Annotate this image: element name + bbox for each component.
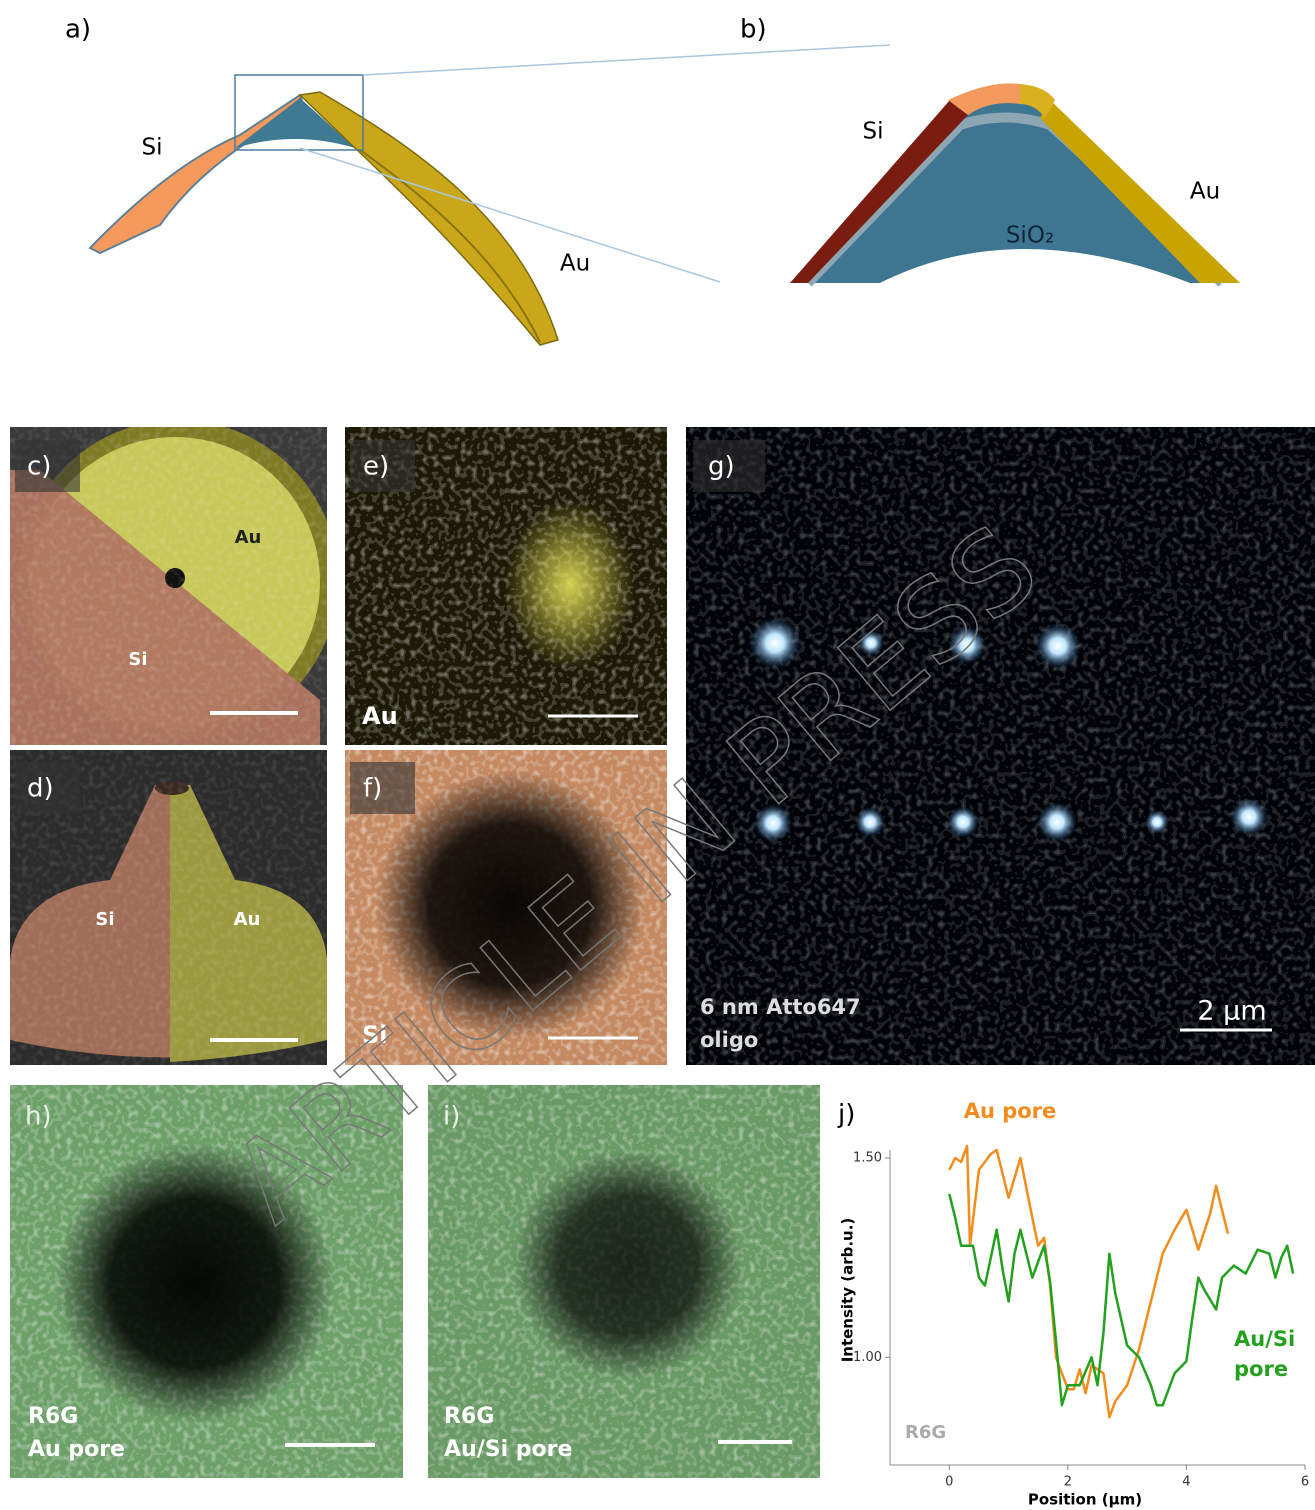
page: a) Si Au b) Si Au SiO₂ c) Au Si d) Si Au…	[0, 0, 1315, 1510]
y-axis-label: Intensity (arb.u.)	[839, 1218, 857, 1363]
spot	[1145, 810, 1169, 834]
label-bg	[350, 762, 415, 814]
legend-label: Au pore	[964, 1099, 1057, 1123]
label: Au	[362, 702, 398, 730]
x-tick-label: 2	[1064, 1475, 1072, 1490]
x-axis-label: Position (µm)	[1028, 1491, 1142, 1509]
panel-label: h)	[25, 1102, 52, 1132]
scale-label: 2 µm	[1197, 996, 1266, 1027]
label: Au	[235, 527, 262, 548]
x-tick-label: 0	[945, 1475, 953, 1490]
pore-shadow	[513, 1150, 743, 1380]
figure: a) Si Au b) Si Au SiO₂ c) Au Si d) Si Au…	[0, 0, 1315, 1510]
panel-label: j)	[837, 1100, 855, 1130]
label: Au	[560, 251, 590, 277]
spot	[1037, 802, 1077, 842]
x-tick-label: 4	[1182, 1475, 1190, 1490]
label: Si	[863, 119, 884, 145]
spot	[855, 807, 885, 837]
caption: R6G	[28, 1404, 78, 1429]
panel-label: b)	[740, 15, 767, 45]
label: SiO₂	[1006, 223, 1054, 249]
y-tick-label: 1.00	[853, 1350, 882, 1365]
label: Si	[95, 909, 114, 930]
spot	[1035, 623, 1081, 669]
caption: 6 nm Atto647	[700, 995, 861, 1019]
label: Au	[234, 909, 261, 930]
panel-label: g)	[708, 452, 735, 482]
label: Au	[1190, 179, 1220, 205]
caption: oligo	[700, 1028, 758, 1052]
si-layer	[90, 95, 305, 253]
zoom-line	[363, 45, 890, 75]
label: Si	[128, 649, 147, 670]
panel-label: e)	[363, 452, 389, 482]
panel-label: c)	[27, 452, 51, 482]
y-tick-label: 1.50	[853, 1150, 882, 1165]
legend-label: Au/Si pore	[1234, 1324, 1314, 1384]
panel-label: f)	[363, 774, 382, 804]
annotation: R6G	[905, 1422, 946, 1443]
caption: Au/Si pore	[444, 1437, 572, 1462]
x-tick-label: 6	[1301, 1475, 1309, 1490]
series-line	[949, 1146, 1228, 1417]
spot	[1230, 798, 1268, 836]
label: Si	[142, 135, 163, 161]
caption: Au pore	[28, 1437, 125, 1462]
au-signal	[505, 500, 635, 670]
caption: R6G	[444, 1404, 494, 1429]
spot	[947, 806, 979, 838]
panel-label: d)	[27, 774, 54, 804]
panel-label: a)	[65, 15, 91, 45]
